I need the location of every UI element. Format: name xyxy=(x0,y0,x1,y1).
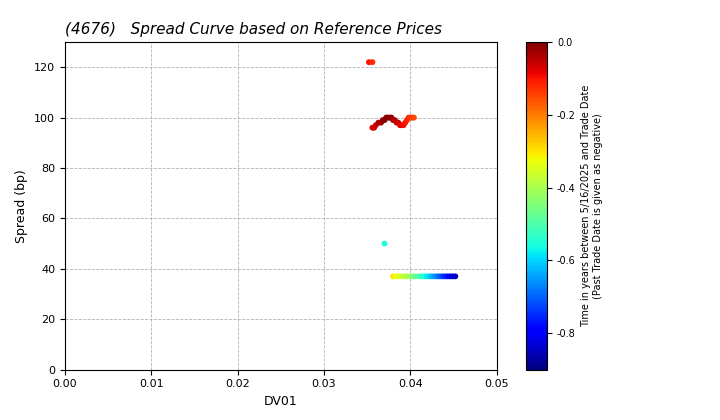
Point xyxy=(397,122,409,129)
Point xyxy=(416,273,428,280)
Point xyxy=(444,273,456,280)
Point xyxy=(418,273,430,280)
Point xyxy=(405,273,416,280)
Point xyxy=(449,273,461,280)
Point xyxy=(384,114,395,121)
Point xyxy=(373,119,384,126)
Point xyxy=(403,114,415,121)
Point xyxy=(447,273,459,280)
Point xyxy=(439,273,451,280)
Point xyxy=(431,273,443,280)
Point xyxy=(370,122,382,129)
Point xyxy=(396,122,408,129)
Point xyxy=(366,59,378,66)
Point xyxy=(436,273,448,280)
Point xyxy=(389,117,400,123)
Y-axis label: Spread (bp): Spread (bp) xyxy=(15,169,28,243)
Point xyxy=(375,119,387,126)
Point xyxy=(413,273,425,280)
Point xyxy=(387,117,399,123)
Point xyxy=(392,273,404,280)
Point xyxy=(392,119,404,126)
X-axis label: DV01: DV01 xyxy=(264,395,297,408)
Point xyxy=(401,273,413,280)
Point xyxy=(395,122,406,129)
Point xyxy=(386,114,397,121)
Point xyxy=(442,273,454,280)
Point xyxy=(380,114,392,121)
Point xyxy=(390,273,402,280)
Point xyxy=(423,273,435,280)
Point xyxy=(363,59,374,66)
Point xyxy=(429,273,441,280)
Point xyxy=(408,114,420,121)
Point xyxy=(399,273,410,280)
Point xyxy=(408,273,419,280)
Text: (4676)   Spread Curve based on Reference Prices: (4676) Spread Curve based on Reference P… xyxy=(65,22,442,37)
Point xyxy=(405,114,416,121)
Point xyxy=(382,114,394,121)
Point xyxy=(366,124,378,131)
Point xyxy=(421,273,433,280)
Point xyxy=(406,114,418,121)
Point xyxy=(377,117,389,123)
Point xyxy=(400,119,411,126)
Point xyxy=(379,240,390,247)
Point xyxy=(369,124,380,131)
Point xyxy=(396,273,408,280)
Point xyxy=(379,117,390,123)
Point xyxy=(391,119,402,126)
Point xyxy=(410,273,421,280)
Point xyxy=(426,273,438,280)
Point xyxy=(387,273,399,280)
Point xyxy=(434,273,446,280)
Point xyxy=(401,117,413,123)
Y-axis label: Time in years between 5/16/2025 and Trade Date
(Past Trade Date is given as nega: Time in years between 5/16/2025 and Trad… xyxy=(581,84,603,327)
